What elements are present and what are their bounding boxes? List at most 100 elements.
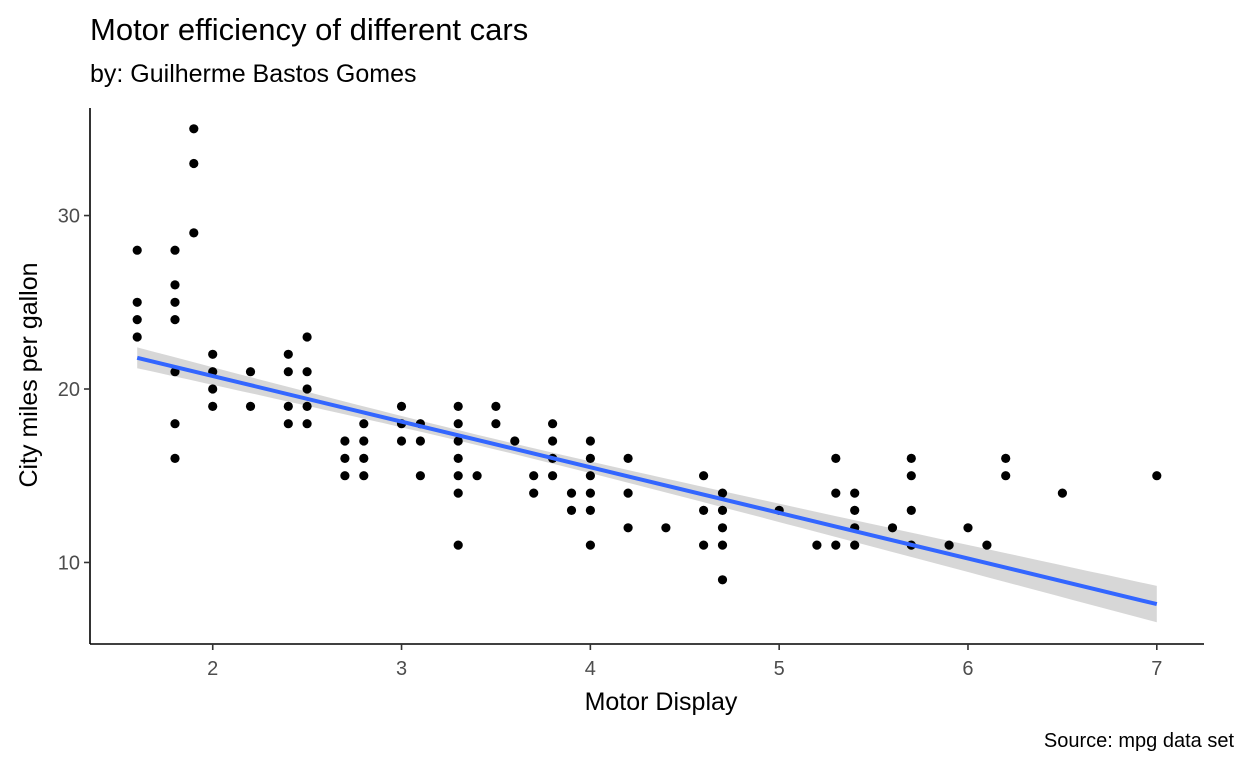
data-point — [396, 436, 407, 446]
data-point — [359, 453, 369, 463]
data-point — [132, 332, 142, 342]
data-point — [340, 436, 350, 446]
data-point — [717, 505, 728, 515]
data-point — [585, 505, 596, 515]
data-point — [359, 419, 369, 429]
data-point — [717, 488, 728, 498]
data-point — [699, 540, 709, 550]
data-point — [623, 453, 633, 463]
data-point — [717, 523, 728, 533]
data-point — [623, 523, 633, 533]
x-axis-title: Motor Display — [585, 688, 738, 716]
data-point — [453, 488, 463, 498]
data-point — [812, 540, 822, 550]
data-point — [302, 401, 312, 411]
data-point — [283, 401, 293, 411]
x-tick-label: 7 — [1151, 658, 1162, 680]
data-point — [566, 505, 577, 515]
y-axis-title: City miles per gallon — [15, 262, 43, 487]
data-point — [585, 453, 596, 463]
trend-line — [136, 355, 1158, 607]
data-point — [1001, 453, 1011, 463]
x-tick-label: 5 — [774, 658, 785, 680]
x-tick-label: 3 — [396, 658, 407, 680]
data-point — [850, 488, 860, 498]
data-point — [170, 419, 180, 429]
chart-title: Motor efficiency of different cars — [90, 12, 529, 47]
data-point — [529, 488, 539, 498]
data-point — [189, 228, 199, 238]
data-point — [302, 367, 312, 377]
data-point — [906, 453, 916, 463]
data-point — [585, 436, 596, 446]
data-point — [699, 471, 709, 481]
data-point — [208, 401, 218, 411]
data-point — [132, 315, 142, 325]
data-point — [850, 540, 860, 550]
data-point — [585, 471, 596, 481]
data-point — [831, 453, 841, 463]
data-point — [170, 453, 180, 463]
data-point — [510, 436, 520, 446]
data-point — [453, 401, 463, 411]
x-tick-label: 4 — [585, 658, 596, 680]
data-point — [529, 471, 539, 481]
data-point — [491, 401, 501, 411]
data-point — [208, 349, 218, 359]
data-point — [208, 384, 218, 394]
data-point — [963, 523, 973, 533]
data-point — [1057, 488, 1067, 498]
data-point — [453, 436, 463, 446]
data-point — [548, 436, 558, 446]
confidence-band — [137, 347, 1157, 623]
data-point — [302, 384, 312, 394]
data-point — [189, 158, 199, 169]
data-point — [472, 471, 482, 481]
data-point — [548, 419, 558, 429]
confidence-band-layer — [137, 347, 1157, 623]
data-point — [1001, 471, 1011, 481]
data-point — [453, 453, 463, 463]
x-tick-label: 2 — [207, 658, 218, 680]
data-point — [170, 245, 180, 255]
data-point — [396, 401, 407, 411]
trend-line-layer — [136, 355, 1158, 607]
data-point — [359, 436, 369, 446]
data-point — [170, 297, 180, 307]
data-point — [717, 540, 728, 550]
data-point — [717, 575, 728, 585]
data-point — [245, 367, 256, 377]
data-point — [453, 540, 463, 550]
points-layer — [132, 124, 1162, 585]
data-point — [585, 540, 596, 550]
data-point — [906, 471, 916, 481]
data-point — [623, 488, 633, 498]
data-point — [302, 419, 312, 429]
data-point — [170, 315, 180, 325]
data-point — [170, 280, 180, 290]
chart-subtitle: by: Guilherme Bastos Gomes — [90, 60, 417, 88]
data-point — [245, 401, 256, 411]
data-point — [699, 505, 709, 515]
data-point — [566, 488, 577, 498]
y-tick-label: 30 — [58, 206, 80, 228]
data-point — [359, 471, 369, 481]
x-tick-label: 6 — [962, 658, 973, 680]
data-point — [189, 124, 199, 134]
data-point — [453, 471, 463, 481]
data-point — [132, 245, 142, 255]
data-point — [302, 332, 312, 342]
data-point — [283, 349, 293, 359]
data-point — [887, 523, 898, 533]
data-point — [906, 505, 916, 515]
y-tick-label: 20 — [58, 379, 80, 401]
data-point — [415, 436, 425, 446]
source-caption: Source: mpg data set — [1043, 730, 1234, 752]
data-point — [831, 488, 841, 498]
axes-layer: 2 3 4 5 6 7 10 20 30 — [58, 108, 1204, 680]
data-point — [340, 471, 350, 481]
data-point — [585, 488, 596, 498]
data-point — [661, 523, 671, 533]
data-point — [944, 540, 954, 550]
data-point — [283, 367, 293, 377]
